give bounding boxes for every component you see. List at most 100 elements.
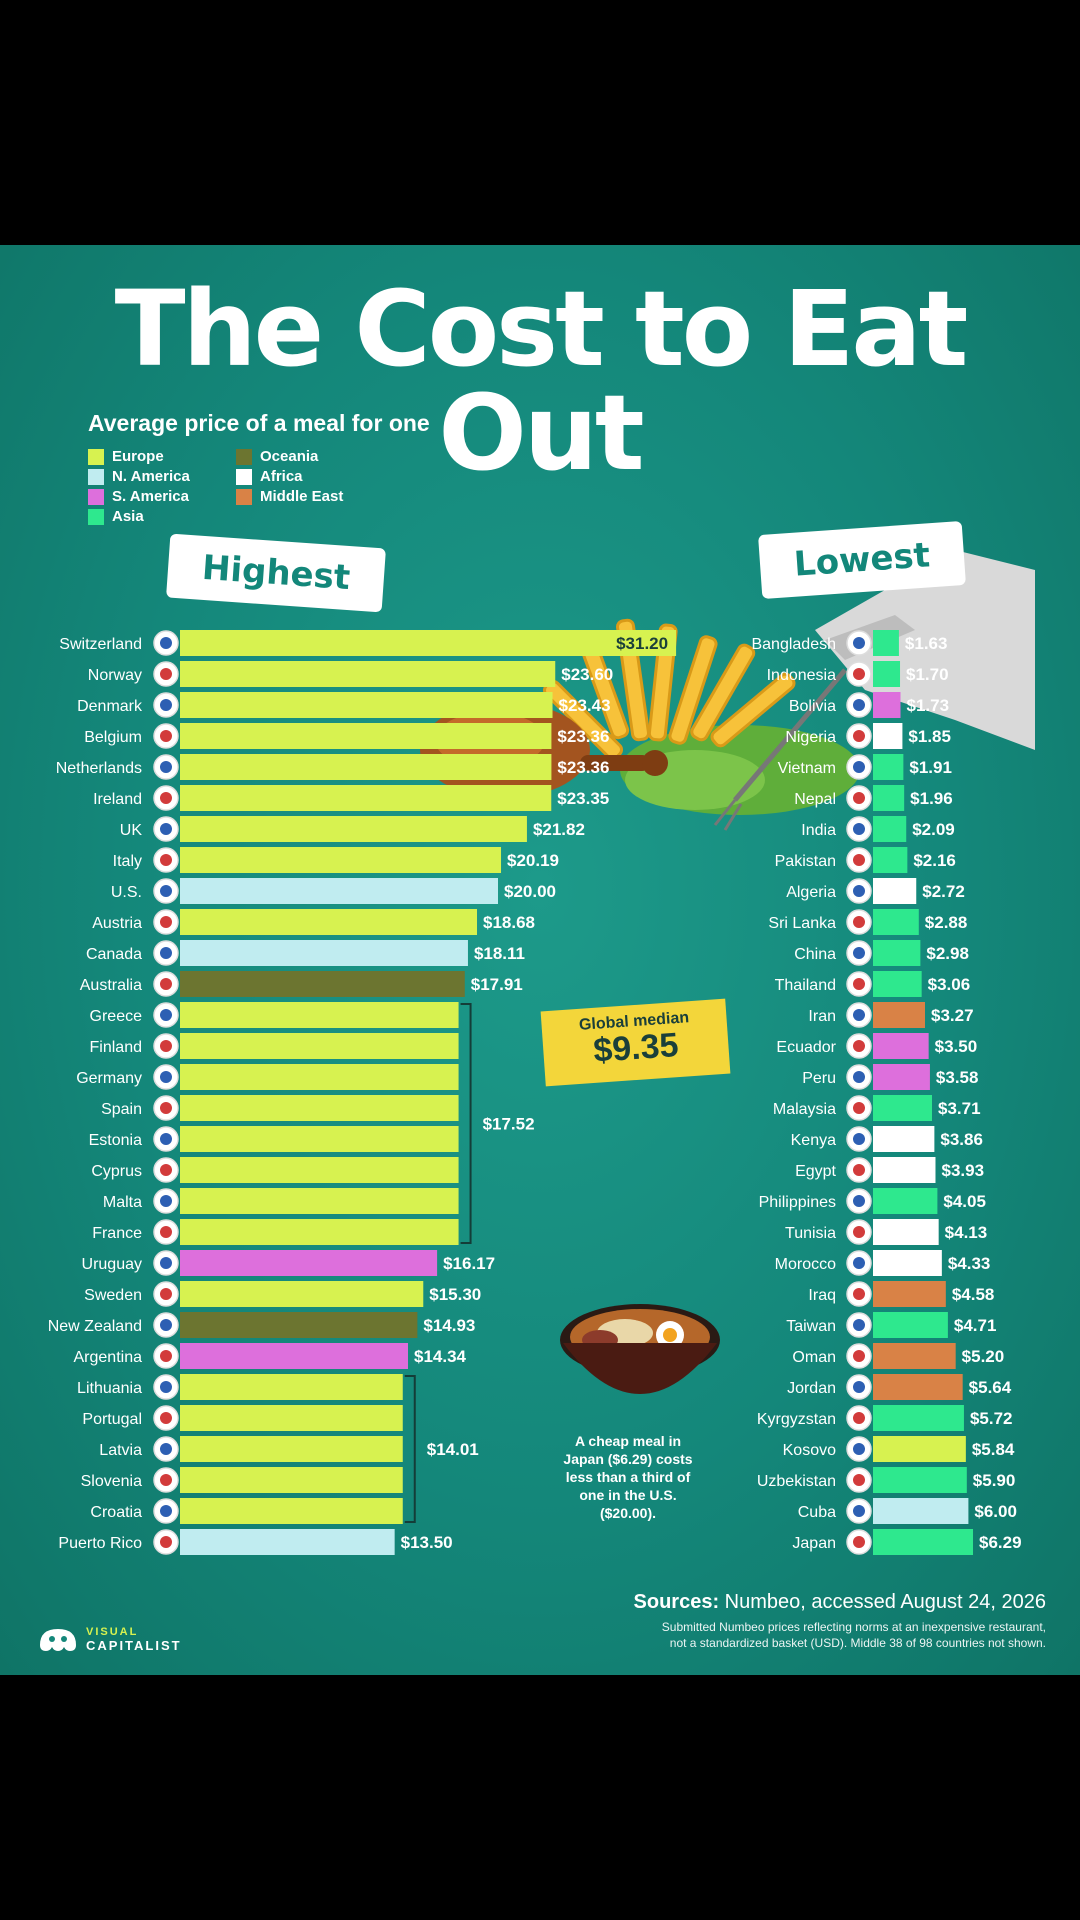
country-label-tunisia: Tunisia [785, 1225, 836, 1242]
legend-swatch [236, 488, 252, 505]
flag-emblem-icon [853, 947, 865, 959]
data-label-nigeria: $1.85 [908, 727, 951, 746]
country-label-belgium: Belgium [84, 729, 142, 746]
data-label-philippines: $4.05 [943, 1192, 986, 1211]
brand-logo: VISUAL CAPITALIST [36, 1623, 182, 1655]
country-label-finland: Finland [90, 1039, 142, 1056]
bar-peru [873, 1064, 930, 1090]
country-label-taiwan: Taiwan [786, 1318, 836, 1335]
bar-ireland [180, 785, 552, 811]
flag-emblem-icon [853, 699, 865, 711]
country-label-algeria: Algeria [786, 884, 836, 901]
data-label-japan: $6.29 [979, 1533, 1022, 1552]
bar-bolivia [873, 692, 901, 718]
flag-emblem-icon [160, 1009, 172, 1021]
country-label-oman: Oman [792, 1349, 836, 1366]
flag-emblem-icon [853, 1350, 865, 1362]
bar-germany [180, 1064, 459, 1090]
country-label-uzbekistan: Uzbekistan [757, 1473, 836, 1490]
country-label-estonia: Estonia [89, 1132, 142, 1149]
country-label-slovenia: Slovenia [81, 1473, 142, 1490]
flag-emblem-icon [160, 885, 172, 897]
data-label-norway: $23.60 [561, 665, 613, 684]
country-label-jordan: Jordan [787, 1380, 836, 1397]
group-data-label: $17.52 [483, 1115, 535, 1134]
data-label-malaysia: $3.71 [938, 1099, 981, 1118]
country-label-cuba: Cuba [798, 1504, 836, 1521]
data-label-ecuador: $3.50 [935, 1037, 978, 1056]
visual-capitalist-logo-icon [40, 1629, 76, 1651]
data-label-switzerland: $31.20 [616, 634, 668, 653]
country-label-indonesia: Indonesia [767, 667, 836, 684]
data-label-bolivia: $1.73 [907, 696, 950, 715]
global-median-label: Global median $9.35 [540, 998, 731, 1087]
data-label-u-s: $20.00 [504, 882, 556, 901]
data-label-iran: $3.27 [931, 1006, 974, 1025]
data-label-kyrgyzstan: $5.72 [970, 1409, 1013, 1428]
country-label-greece: Greece [90, 1008, 143, 1025]
data-label-canada: $18.11 [474, 944, 525, 963]
bar-vietnam [873, 754, 904, 780]
bar-latvia [180, 1436, 403, 1462]
flag-emblem-icon [160, 761, 172, 773]
bar-iran [873, 1002, 925, 1028]
flag-emblem-icon [160, 1474, 172, 1486]
bar-oman [873, 1343, 956, 1369]
flag-emblem-icon [853, 1009, 865, 1021]
country-label-sweden: Sweden [84, 1287, 142, 1304]
country-label-spain: Spain [101, 1101, 142, 1118]
flag-emblem-icon [853, 1040, 865, 1052]
flag-emblem-icon [160, 1443, 172, 1455]
data-label-sri-lanka: $2.88 [925, 913, 968, 932]
flag-emblem-icon [853, 1505, 865, 1517]
flag-emblem-icon [160, 1536, 172, 1548]
country-label-sri-lanka: Sri Lanka [768, 915, 836, 932]
flag-emblem-icon [853, 792, 865, 804]
country-label-puerto-rico: Puerto Rico [58, 1535, 142, 1552]
flag-emblem-icon [160, 1226, 172, 1238]
country-label-iraq: Iraq [808, 1287, 836, 1304]
flag-emblem-icon [160, 730, 172, 742]
bar-netherlands [180, 754, 552, 780]
data-label-algeria: $2.72 [922, 882, 965, 901]
flag-emblem-icon [853, 1164, 865, 1176]
data-label-sweden: $15.30 [429, 1285, 481, 1304]
ramen-bowl-illustration [560, 1304, 720, 1394]
data-label-tunisia: $4.13 [945, 1223, 988, 1242]
flag-emblem-icon [160, 792, 172, 804]
country-label-argentina: Argentina [74, 1349, 143, 1366]
flag-emblem-icon [853, 730, 865, 742]
flag-emblem-icon [853, 823, 865, 835]
data-label-kenya: $3.86 [940, 1130, 983, 1149]
country-label-india: India [801, 822, 836, 839]
bar-kosovo [873, 1436, 966, 1462]
bar-u-s [180, 878, 498, 904]
group-data-label: $14.01 [427, 1440, 479, 1459]
group-bracket [404, 1375, 416, 1523]
country-label-canada: Canada [86, 946, 142, 963]
data-label-cuba: $6.00 [974, 1502, 1017, 1521]
country-label-bolivia: Bolivia [789, 698, 836, 715]
data-label-china: $2.98 [926, 944, 969, 963]
flag-emblem-icon [853, 885, 865, 897]
legend-swatch [88, 508, 104, 525]
bar-uzbekistan [873, 1467, 967, 1493]
bar-portugal [180, 1405, 403, 1431]
legend-item-n-america: N. America [88, 468, 190, 485]
page-title: The Cost to Eat Out [114, 268, 969, 494]
data-label-kosovo: $5.84 [972, 1440, 1015, 1459]
bar-cuba [873, 1498, 969, 1524]
flag-emblem-icon [160, 1040, 172, 1052]
flag-emblem-icon [160, 1319, 172, 1331]
bar-jordan [873, 1374, 963, 1400]
legend-item-europe: Europe [88, 448, 164, 465]
flag-emblem-icon [160, 699, 172, 711]
country-label-pakistan: Pakistan [775, 853, 836, 870]
group-bracket [460, 1003, 472, 1244]
country-label-new-zealand: New Zealand [48, 1318, 142, 1335]
flag-emblem-icon [160, 668, 172, 680]
data-label-nepal: $1.96 [910, 789, 953, 808]
data-label-belgium: $23.36 [557, 727, 609, 746]
flag-emblem-icon [853, 1288, 865, 1300]
bar-argentina [180, 1343, 409, 1369]
